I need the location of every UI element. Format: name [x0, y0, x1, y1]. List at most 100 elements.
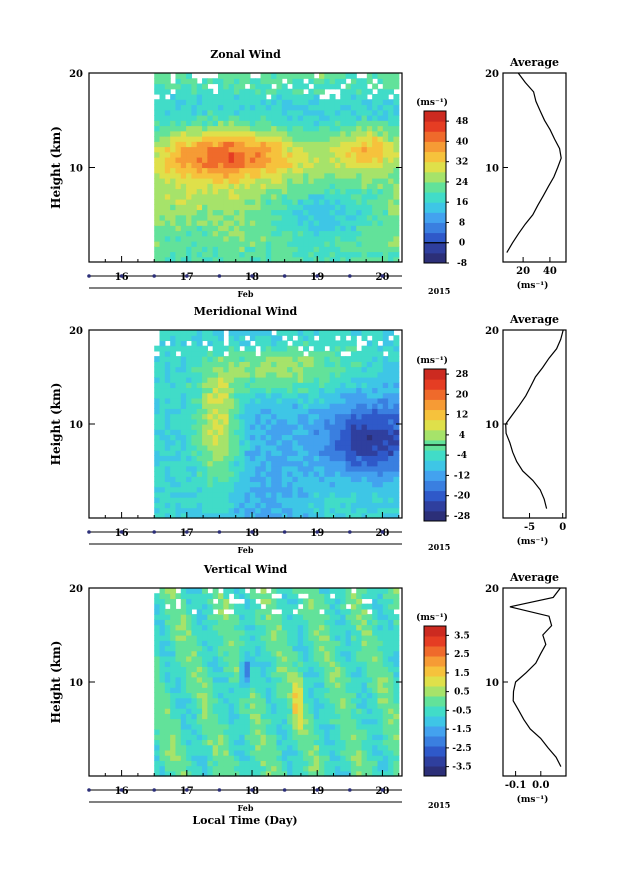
heatmap-cell — [170, 115, 176, 121]
heatmap-cell — [314, 131, 320, 137]
heatmap-cell — [229, 225, 235, 231]
heatmap-cell — [282, 502, 288, 508]
heatmap-cell — [303, 434, 309, 440]
heatmap-cell — [388, 236, 394, 242]
heatmap-cell — [255, 398, 261, 404]
heatmap-cell — [351, 760, 357, 766]
heatmap-cell — [261, 367, 267, 373]
heatmap-cell — [197, 340, 203, 346]
heatmap-cell — [175, 434, 181, 440]
heatmap-cell — [351, 614, 357, 620]
heatmap-cell — [197, 173, 203, 179]
heatmap-cell — [314, 604, 320, 610]
heatmap-cell — [356, 241, 362, 247]
heatmap-cell — [351, 173, 357, 179]
heatmap-cell — [308, 162, 314, 168]
heatmap-cell — [266, 481, 272, 487]
heatmap-cell — [330, 126, 336, 132]
heatmap-cell — [250, 120, 256, 126]
heatmap-cell — [207, 487, 213, 493]
heatmap-cell — [388, 84, 394, 90]
heatmap-cell — [229, 466, 235, 472]
heatmap-cell — [276, 330, 282, 336]
heatmap-cell — [377, 351, 383, 357]
heatmap-cell — [324, 466, 330, 472]
heatmap-cell — [250, 760, 256, 766]
heatmap-cell — [303, 724, 309, 730]
heatmap-cell — [234, 466, 240, 472]
heatmap-cell — [175, 231, 181, 237]
heatmap-cell — [213, 189, 219, 195]
heatmap-cell — [393, 414, 399, 420]
heatmap-cell — [245, 724, 251, 730]
heatmap-cell — [372, 147, 378, 153]
heatmap-cell — [202, 640, 208, 646]
heatmap-cell — [287, 210, 293, 216]
heatmap-cell — [335, 635, 341, 641]
heatmap-cell — [351, 356, 357, 362]
heatmap-cell — [239, 183, 245, 189]
heatmap-cell — [191, 614, 197, 620]
heatmap-cell — [319, 719, 325, 725]
heatmap-cell — [271, 141, 277, 147]
heatmap-cell — [218, 724, 224, 730]
heatmap-cell — [356, 252, 362, 258]
heatmap-cell — [292, 377, 298, 383]
heatmap-cell — [154, 661, 160, 667]
heatmap-cell — [239, 403, 245, 409]
heatmap-cell — [292, 141, 298, 147]
heatmap-cell — [207, 619, 213, 625]
heatmap-cell — [383, 450, 389, 456]
heatmap-cell — [287, 429, 293, 435]
heatmap-cell — [362, 162, 368, 168]
heatmap-cell — [377, 215, 383, 221]
heatmap-cell — [287, 635, 293, 641]
heatmap-cell — [202, 89, 208, 95]
heatmap-cell — [181, 131, 187, 137]
heatmap-cell — [175, 450, 181, 456]
heatmap-cell — [170, 666, 176, 672]
heatmap-cell — [303, 424, 309, 430]
colorbar-swatch — [424, 131, 446, 142]
heatmap-cell — [271, 173, 277, 179]
heatmap-cell — [191, 225, 197, 231]
heatmap-cell — [276, 126, 282, 132]
heatmap-cell — [362, 210, 368, 216]
heatmap-cell — [255, 136, 261, 142]
heatmap-cell — [367, 99, 373, 105]
heatmap-cell — [239, 419, 245, 425]
heatmap-cell — [223, 619, 229, 625]
heatmap-cell — [197, 131, 203, 137]
heatmap-cell — [377, 656, 383, 662]
heatmap-cell — [372, 189, 378, 195]
heatmap-cell — [197, 194, 203, 200]
heatmap-cell — [197, 440, 203, 446]
heatmap-cell — [202, 141, 208, 147]
heatmap-cell — [207, 141, 213, 147]
heatmap-cell — [362, 502, 368, 508]
heatmap-cell — [170, 466, 176, 472]
heatmap-cell — [255, 481, 261, 487]
heatmap-cell — [335, 330, 341, 336]
heatmap-cell — [292, 194, 298, 200]
heatmap-cell — [218, 361, 224, 367]
heatmap-cell — [160, 760, 166, 766]
heatmap-cell — [271, 760, 277, 766]
heatmap-cell — [362, 110, 368, 116]
heatmap-cell — [388, 656, 394, 662]
heatmap-cell — [367, 361, 373, 367]
heatmap-cell — [223, 236, 229, 242]
heatmap-cell — [170, 199, 176, 205]
heatmap-cell — [292, 84, 298, 90]
heatmap-cell — [351, 497, 357, 503]
heatmap-cell — [330, 434, 336, 440]
heatmap-cell — [181, 115, 187, 121]
heatmap-cell — [223, 502, 229, 508]
heatmap-cell — [229, 78, 235, 84]
heatmap-cell — [234, 708, 240, 714]
heatmap-cell — [292, 445, 298, 451]
heatmap-cell — [186, 183, 192, 189]
heatmap-cell — [175, 672, 181, 678]
heatmap-cell — [160, 471, 166, 477]
colorbar-swatch — [424, 511, 446, 522]
